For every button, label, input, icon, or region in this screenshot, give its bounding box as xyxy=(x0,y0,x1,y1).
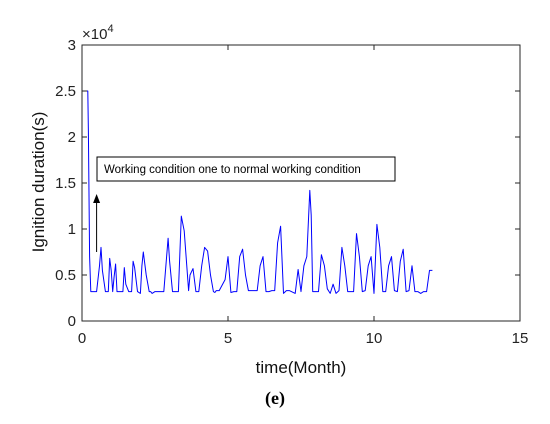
plot-area xyxy=(81,44,521,322)
x-tick-label: 15 xyxy=(512,330,529,347)
y-tick-label: 2 xyxy=(68,129,76,146)
panel-label: (e) xyxy=(265,388,285,408)
y-tick-label: 1 xyxy=(68,221,76,238)
y-axis-exponent: ×104 xyxy=(82,23,114,43)
x-tick-label: 5 xyxy=(224,330,232,347)
y-tick-label: 0.5 xyxy=(55,267,76,284)
y-tick-label: 3 xyxy=(68,37,76,54)
annotation-box xyxy=(96,156,396,182)
series-line xyxy=(82,90,433,294)
annotation: Working condition one to normal working … xyxy=(96,156,396,182)
annotation-text: Working condition one to normal working … xyxy=(104,164,361,176)
y-axis-label: Ignition duration(s) xyxy=(29,112,48,253)
line-chart: 0 5 10 15 0 0.5 1 1.5 2 2.5 3 Ignition duration(s)… xyxy=(29,23,529,377)
x-tick-label: 10 xyxy=(366,330,383,347)
y-tick-label: 0 xyxy=(68,313,76,330)
y-tick-label: 1.5 xyxy=(55,175,76,192)
x-axis-label: time(Month) xyxy=(256,358,347,377)
y-exponent-power: 4 xyxy=(107,23,113,35)
y-exponent-base: ×10 xyxy=(82,26,107,43)
annotation-arrow-head xyxy=(93,194,101,204)
x-tick-label: 0 xyxy=(78,330,86,347)
y-tick-label: 2.5 xyxy=(55,83,76,100)
